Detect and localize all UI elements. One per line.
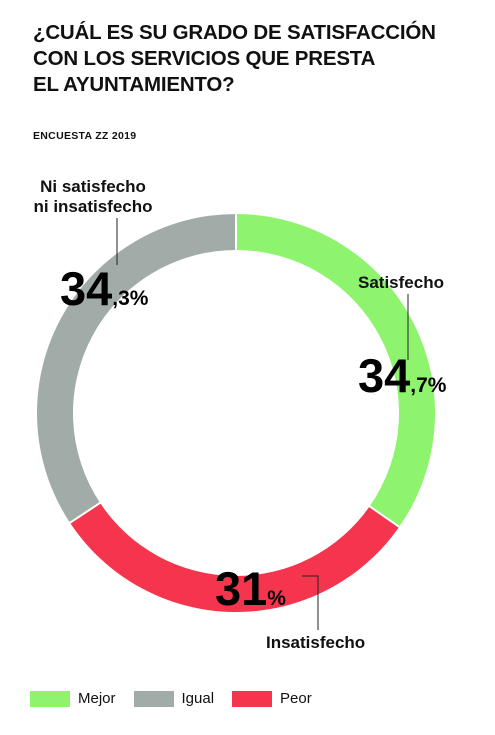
slice-0 <box>236 214 436 527</box>
value-label-ni-satisfecho: 34,3% <box>60 262 149 315</box>
value-label-insatisfecho-small: % <box>267 587 286 610</box>
value-label-satisfecho: 34,7% <box>358 349 447 402</box>
legend-label-peor: Peor <box>280 690 312 707</box>
value-label-ni-satisfecho-small: ,3% <box>112 287 149 310</box>
legend-item-peor: Peor <box>232 690 312 707</box>
legend-swatch-igual <box>133 690 174 707</box>
legend-swatch-mejor <box>30 690 70 707</box>
legend-swatch-peor <box>232 690 273 707</box>
slice-separator-2 <box>68 501 102 525</box>
legend-label-igual: Igual <box>181 690 215 707</box>
chart-title: ¿CUÁL ES SU GRADO DE SATISFACCIÓN CON LO… <box>33 21 436 96</box>
slice-1 <box>70 502 400 612</box>
slice-2 <box>37 214 237 523</box>
legend: Mejor Igual Peor <box>30 690 330 707</box>
value-label-satisfecho-small: ,7% <box>410 374 447 397</box>
category-label-ni-satisfecho-line-1: ni insatisfecho <box>33 197 152 216</box>
legend-item-mejor: Mejor <box>30 690 116 707</box>
category-label-satisfecho: Satisfecho <box>358 273 444 292</box>
value-label-satisfecho-big: 34 <box>358 349 410 402</box>
value-label-insatisfecho-big: 31 <box>215 562 267 615</box>
slice-separator-1 <box>368 504 401 529</box>
survey-source: ENCUESTA ZZ 2019 <box>33 130 137 142</box>
value-label-ni-satisfecho-big: 34 <box>60 262 112 315</box>
value-label-insatisfecho: 31% <box>215 562 286 615</box>
category-label-ni-satisfecho-line-0: Ni satisfecho <box>40 177 146 196</box>
legend-label-mejor: Mejor <box>78 690 116 707</box>
category-label-insatisfecho: Insatisfecho <box>266 633 365 652</box>
leader-line-insatisfecho <box>302 575 319 630</box>
legend-item-igual: Igual <box>133 690 215 707</box>
